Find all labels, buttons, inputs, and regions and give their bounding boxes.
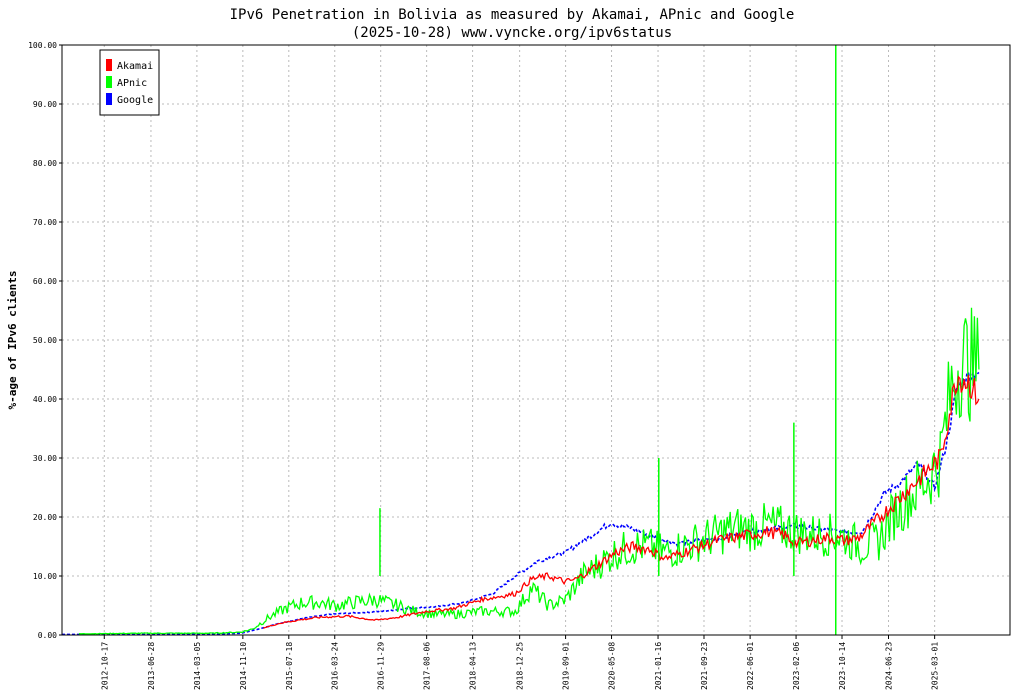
x-tick-label: 2025-03-01 [931, 642, 940, 690]
x-tick-label: 2016-11-29 [377, 642, 386, 690]
series-lines [62, 45, 980, 636]
y-tick-label: 30.00 [33, 454, 57, 463]
y-axis-label: %-age of IPv6 clients [6, 270, 19, 409]
x-ticks: 2012-10-17 2013-06-28 2014-03-05 2014-11-10… [100, 635, 940, 690]
legend-label-apnic: APnic [117, 78, 147, 89]
x-tick-label: 2021-09-23 [700, 642, 709, 690]
legend-swatch-google [106, 93, 112, 105]
x-tick-label: 2014-11-10 [239, 642, 248, 690]
x-tick-label: 2023-10-14 [838, 642, 847, 690]
y-tick-label: 10.00 [33, 572, 57, 581]
x-tick-label: 2019-09-01 [562, 642, 571, 690]
y-tick-label: 80.00 [33, 159, 57, 168]
y-tick-label: 20.00 [33, 513, 57, 522]
y-tick-label: 70.00 [33, 218, 57, 227]
series-line-apnic [78, 307, 980, 635]
chart-title: IPv6 Penetration in Bolivia as measured … [230, 7, 795, 23]
chart-subtitle: (2025-10-28) www.vyncke.org/ipv6status [352, 25, 672, 41]
legend-swatch-apnic [106, 76, 112, 88]
x-tick-label: 2017-08-06 [423, 642, 432, 690]
series-line-google [62, 371, 980, 636]
x-tick-label: 2014-03-05 [193, 642, 202, 690]
x-tick-label: 2016-03-24 [331, 642, 340, 690]
x-tick-label: 2018-12-25 [516, 642, 525, 690]
x-tick-label: 2020-05-08 [608, 642, 617, 690]
legend: Akamai APnic Google [99, 49, 160, 116]
x-tick-label: 2013-06-28 [147, 642, 156, 690]
y-tick-label: 100.00 [28, 41, 57, 50]
legend-label-google: Google [117, 95, 153, 106]
x-tick-label: 2024-06-23 [885, 642, 894, 690]
grid [62, 44, 1010, 636]
series-line-akamai [263, 374, 980, 629]
y-tick-label: 50.00 [33, 336, 57, 345]
legend-label-akamai: Akamai [117, 61, 153, 72]
y-tick-label: 60.00 [33, 277, 57, 286]
x-tick-label: 2015-07-18 [285, 642, 294, 690]
x-tick-label: 2018-04-13 [469, 642, 478, 690]
y-tick-label: 90.00 [33, 100, 57, 109]
legend-swatch-akamai [106, 59, 112, 71]
y-tick-label: 0.00 [38, 631, 57, 640]
x-tick-label: 2021-01-16 [654, 642, 663, 690]
y-tick-label: 40.00 [33, 395, 57, 404]
y-ticks: 0.00 10.00 20.00 30.00 40.00 50.00 60.00 70.00 8… [28, 41, 62, 640]
x-tick-label: 2012-10-17 [100, 642, 109, 690]
x-tick-label: 2023-02-06 [792, 642, 801, 690]
x-tick-label: 2022-06-01 [746, 642, 755, 690]
